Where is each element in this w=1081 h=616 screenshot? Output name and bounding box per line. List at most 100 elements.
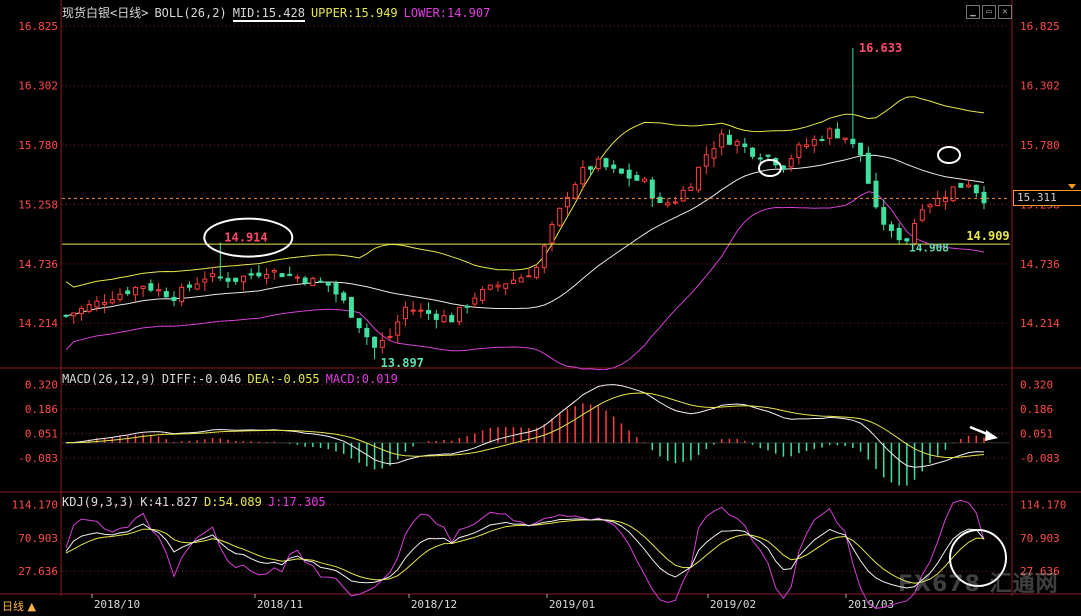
boll-upper-value: UPPER:15.949 — [310, 6, 398, 20]
candle-body — [958, 182, 964, 188]
x-tick-label: 2018/12 — [411, 598, 457, 611]
kdj-k-value: K:41.827 — [140, 495, 199, 509]
kdj-j-line — [65, 499, 985, 609]
candle-body — [966, 184, 972, 188]
indicator-name: BOLL(26,2) — [154, 6, 227, 20]
candle-body — [541, 245, 547, 269]
candle-body — [804, 144, 810, 148]
kdj-panel-header: KDJ(9,3,3) K:41.827 D:54.089 J:17.305 — [62, 495, 332, 509]
candle-body — [649, 179, 655, 199]
price-ytick-left: 15.258 — [18, 198, 58, 211]
candle-body — [63, 314, 69, 317]
candle-body — [333, 283, 339, 295]
candle-body — [626, 169, 632, 179]
candle-body — [827, 128, 833, 139]
x-tick-label: 2018/11 — [257, 598, 303, 611]
macd-panel-header: MACD(26,12,9) DIFF:-0.046 DEA:-0.055 MACD:0… — [62, 372, 404, 386]
price-ytick-left: 14.736 — [18, 258, 58, 271]
candle-body — [372, 336, 378, 348]
macd-dea-value: DEA:-0.055 — [247, 372, 320, 386]
highlight-circle — [949, 529, 1007, 587]
candle-body — [86, 304, 92, 312]
macd-diff-line — [65, 384, 985, 468]
candle-body — [665, 202, 671, 206]
candle-body — [858, 142, 864, 156]
low-label: 13.897 — [381, 356, 424, 370]
candle-body — [140, 285, 146, 289]
candle-body — [94, 300, 100, 308]
macd-ytick-right: 0.186 — [1020, 403, 1053, 416]
macd-ytick-right: 0.320 — [1020, 379, 1053, 392]
candle-body — [919, 209, 925, 221]
boll-lower-line — [65, 191, 985, 371]
price-ytick-right: 14.736 — [1020, 258, 1060, 271]
candle-body — [341, 292, 347, 301]
candle-body — [696, 166, 702, 191]
kdj-ytick-left: 70.903 — [18, 532, 58, 545]
candle-body — [325, 281, 331, 286]
kdj-d-line — [65, 519, 985, 584]
price-ytick-left: 16.825 — [18, 20, 58, 33]
candle-body — [603, 158, 609, 168]
candle-body — [387, 336, 393, 339]
candle-body — [256, 272, 262, 277]
close-icon[interactable]: ✕ — [998, 5, 1012, 19]
candle-body — [441, 315, 447, 323]
candle-body — [356, 318, 362, 329]
price-ytick-right: 15.780 — [1020, 139, 1060, 152]
candle-body — [279, 273, 285, 278]
kdj-k-line — [65, 518, 985, 589]
boll-mid-line — [65, 154, 985, 317]
candle-body — [402, 306, 408, 320]
watermark-logo: FX678 汇通网 — [898, 572, 1059, 597]
candle-body — [672, 201, 678, 204]
candle-body — [117, 293, 123, 300]
minimize-icon[interactable]: ▁ — [966, 5, 980, 19]
candle-body — [634, 175, 640, 181]
candle-body — [287, 273, 293, 276]
candle-body — [642, 178, 648, 182]
candle-body — [78, 307, 84, 315]
candle-body — [302, 277, 308, 284]
candle-body — [456, 306, 462, 323]
candle-body — [264, 274, 270, 279]
candle-body — [510, 279, 516, 284]
macd-ytick-left: 0.186 — [25, 403, 58, 416]
x-tick-label: 2019/02 — [710, 598, 756, 611]
candle-body — [464, 305, 470, 308]
candle-body — [271, 269, 277, 273]
candle-body — [742, 143, 748, 147]
boll-upper-line — [65, 96, 985, 288]
candle-body — [942, 196, 948, 203]
candle-body — [163, 291, 169, 298]
candle-body — [780, 165, 786, 170]
candle-body — [225, 277, 231, 282]
candle-body — [657, 196, 663, 203]
price-ytick-right: 16.825 — [1020, 20, 1060, 33]
candle-body — [703, 154, 709, 167]
candle-body — [518, 277, 524, 283]
candle-body — [927, 204, 933, 208]
candle-body — [904, 238, 910, 242]
kdj-ytick-right: 70.903 — [1020, 532, 1060, 545]
x-tick-label: 2019/01 — [549, 598, 595, 611]
candle-body — [557, 207, 563, 226]
daily-tab[interactable]: 日线 ▲ — [2, 600, 36, 613]
price-ytick-right: 14.214 — [1020, 317, 1060, 330]
x-tick-label: 2018/10 — [94, 598, 140, 611]
price-panel-header: 现货白银<日线> BOLL(26,2) MID:15.428 UPPER:15.949… — [62, 4, 496, 22]
candle-body — [348, 296, 354, 318]
macd-ytick-left: 0.051 — [25, 428, 58, 441]
price-ytick-left: 15.780 — [18, 139, 58, 152]
kdj-ytick-right: 114.170 — [1020, 499, 1066, 512]
highlight-circle — [758, 159, 782, 177]
candle-body — [480, 289, 486, 301]
candle-body — [449, 315, 455, 323]
highlight-circle — [937, 146, 961, 164]
restore-icon[interactable]: ▭ — [982, 5, 996, 19]
candle-body — [549, 224, 555, 244]
price-marker-icon — [1068, 184, 1076, 189]
candle-body — [765, 154, 771, 157]
candle-body — [202, 278, 208, 283]
